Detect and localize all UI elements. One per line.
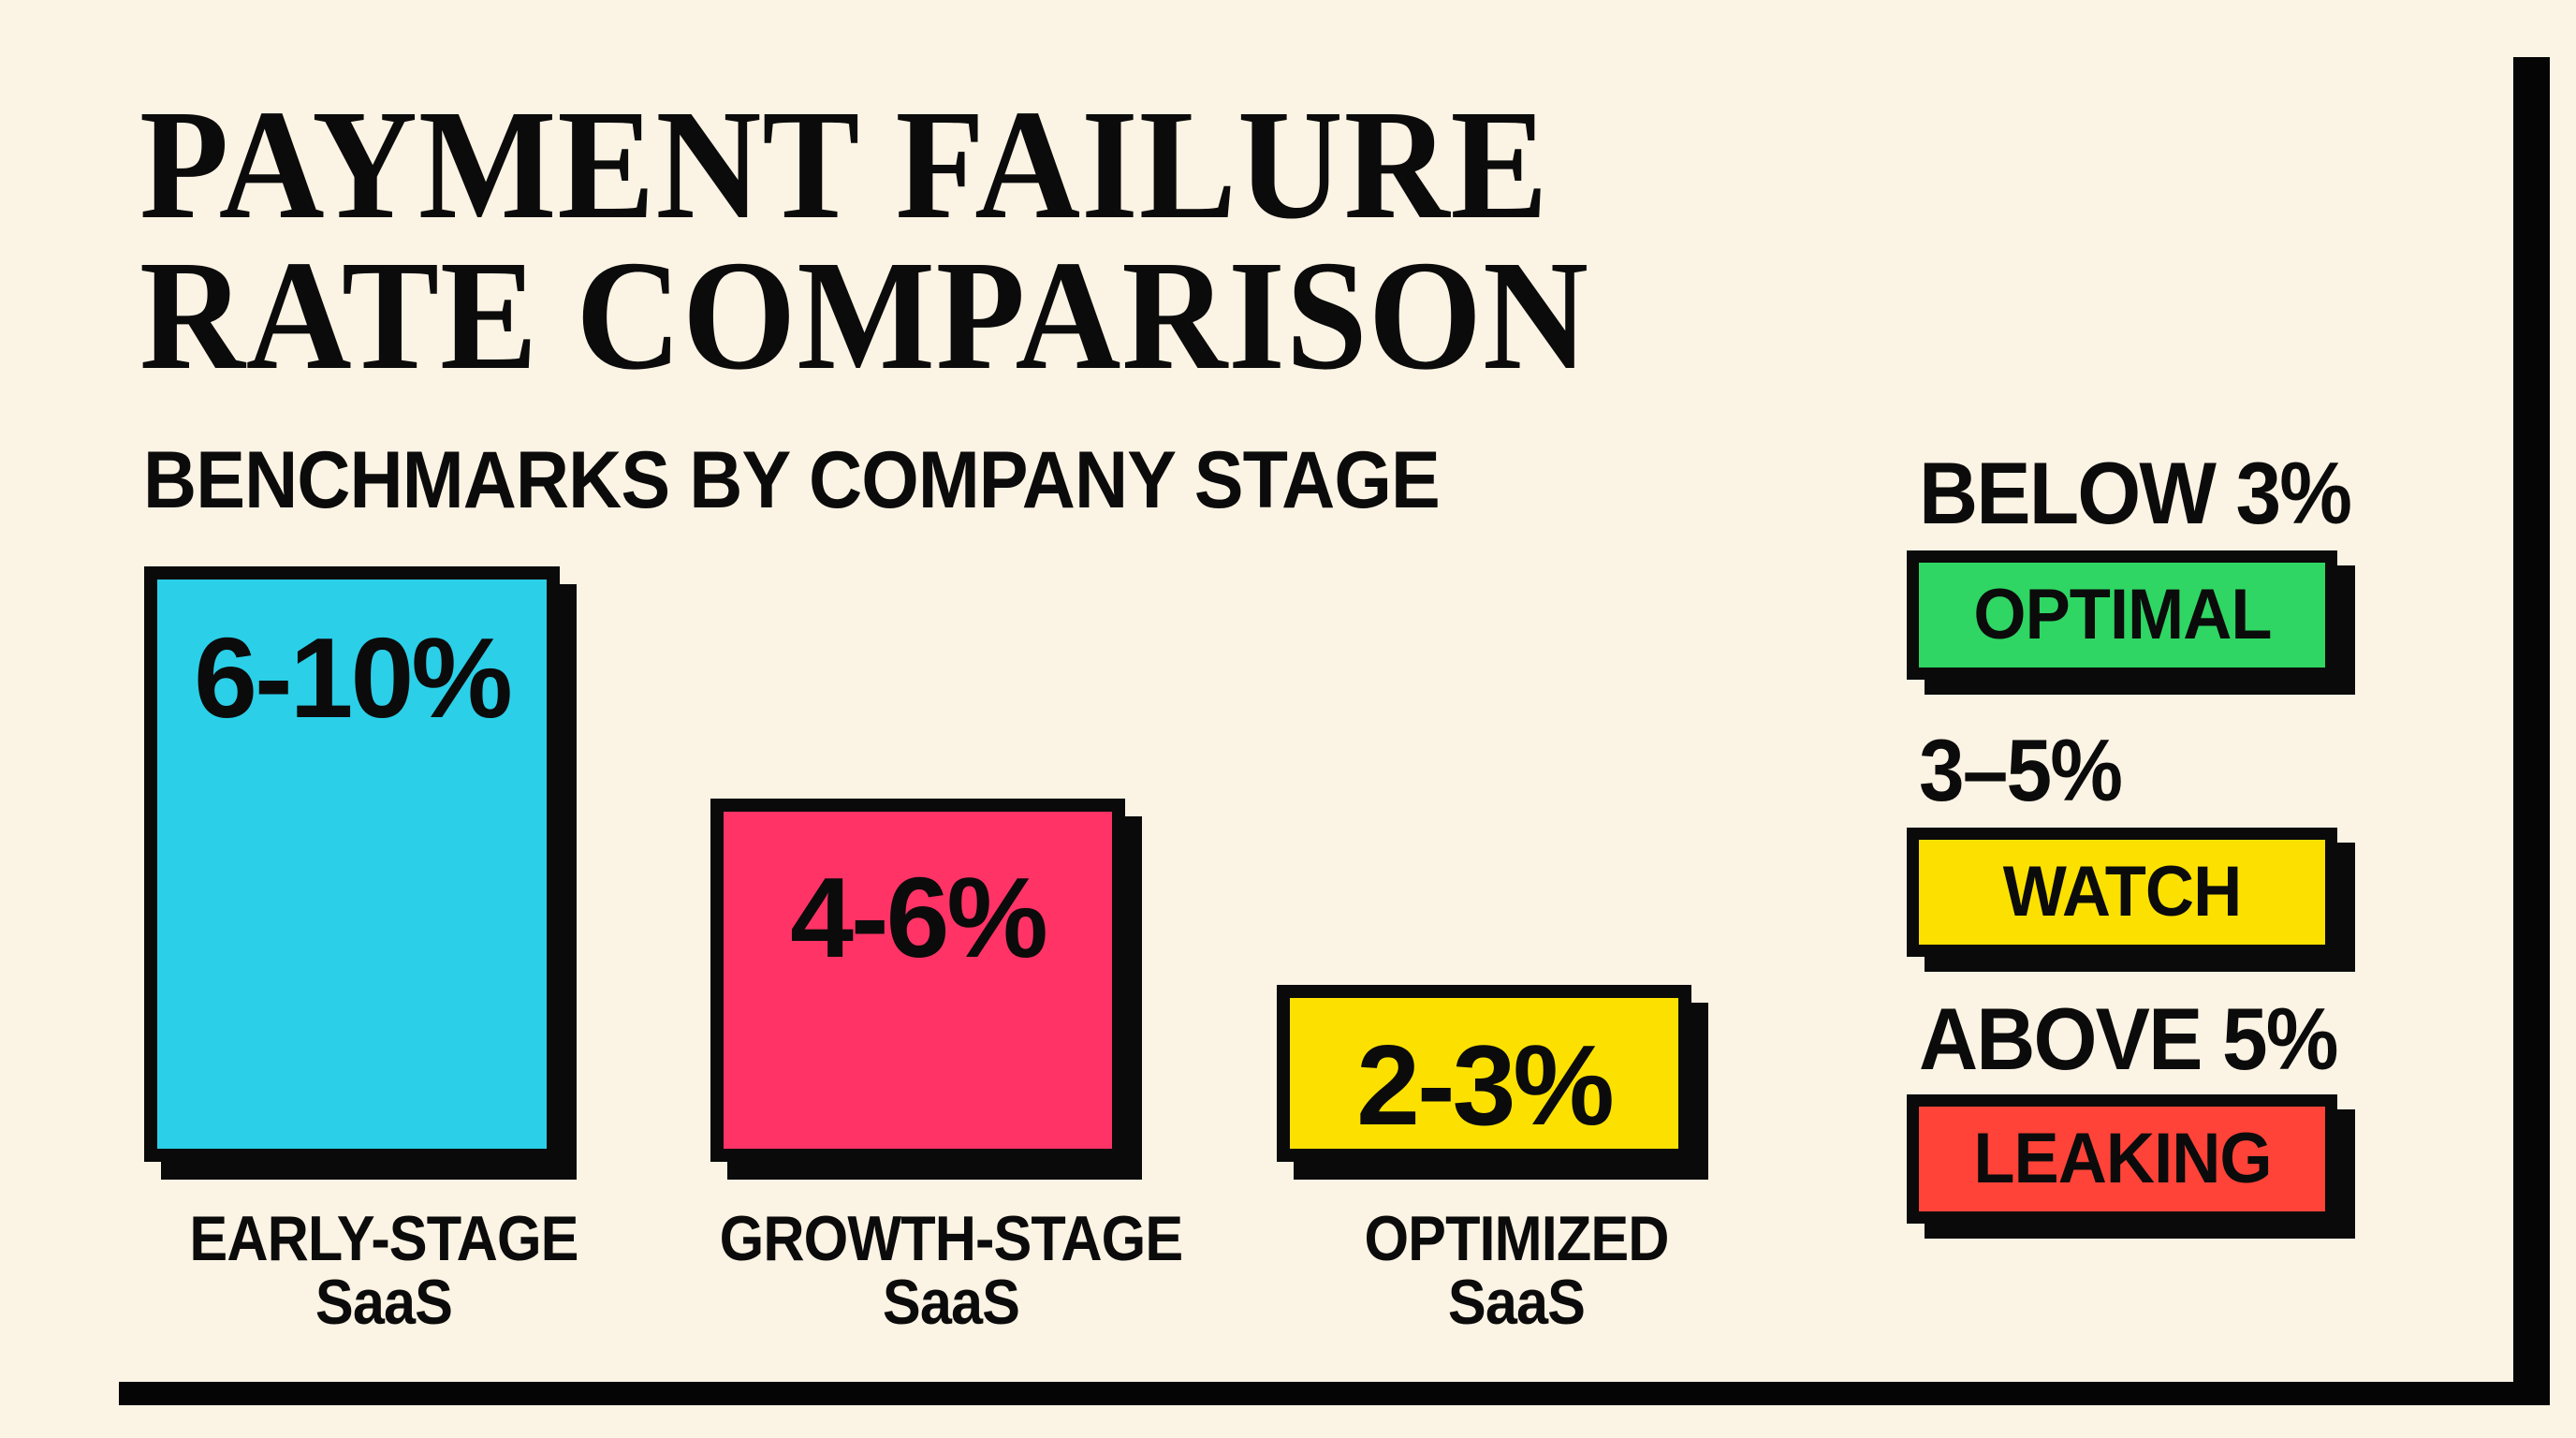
label-line-2: SaaS [315,1267,453,1338]
x-axis-label-early-stage: EARLY-STAGE SaaS [148,1207,620,1334]
legend-range-above-5: ABOVE 5% [1919,990,2339,1088]
legend-status-label: LEAKING [1972,1119,2272,1198]
label-line-2: SaaS [1447,1267,1586,1338]
label-line-1: EARLY-STAGE [189,1203,578,1274]
bar-value-label: 6-10% [194,614,513,741]
bar-value-label: 2-3% [1356,1021,1615,1149]
legend-badge-optimal: OPTIMAL [1907,550,2337,680]
bar-optimized: 2-3% [1277,985,1691,1162]
chart-subtitle: BENCHMARKS BY COMPANY STAGE [143,435,1441,525]
frame-bottom-border [119,1382,2550,1405]
legend-status-label: OPTIMAL [1972,575,2272,654]
frame-right-border [2513,57,2550,1405]
page-title-line-2: RATE COMPARISON [139,228,1589,403]
x-axis-label-growth-stage: GROWTH-STAGE SaaS [715,1207,1187,1334]
label-line-2: SaaS [882,1267,1020,1338]
label-line-1: GROWTH-STAGE [719,1203,1184,1274]
x-axis-label-optimized: OPTIMIZED SaaS [1281,1207,1752,1334]
bar-growth-stage: 4-6% [710,799,1125,1162]
legend-range-3-5: 3–5% [1919,721,2123,819]
label-line-1: OPTIMIZED [1364,1203,1669,1274]
legend-badge-leaking: LEAKING [1907,1094,2337,1224]
legend-range-below-3: BELOW 3% [1919,444,2352,542]
bar-early-stage: 6-10% [144,566,560,1162]
page-title-line-1: PAYMENT FAILURE [139,78,1549,252]
legend-badge-watch: WATCH [1907,828,2337,957]
bar-value-label: 4-6% [790,854,1048,981]
legend-status-label: WATCH [2002,852,2243,932]
